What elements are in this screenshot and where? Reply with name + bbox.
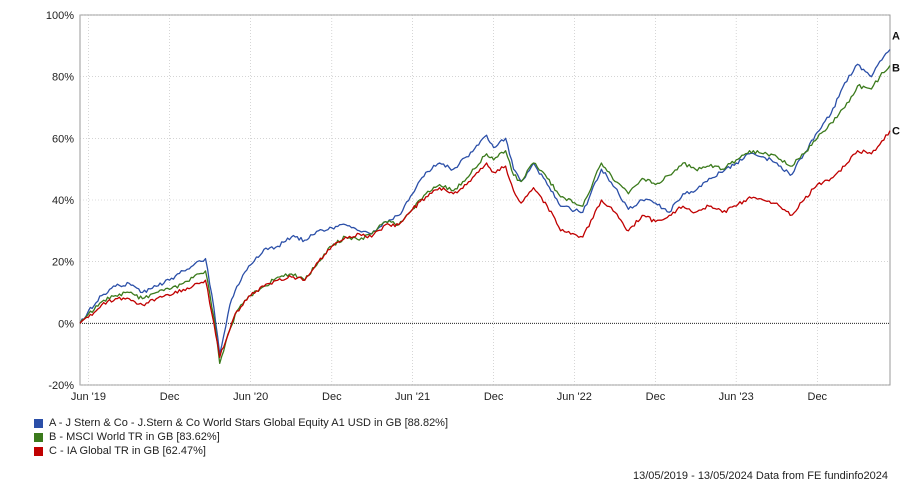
- x-tick-label: Jun '20: [233, 391, 268, 403]
- grid-layer: [79, 14, 891, 386]
- y-tick-label: 40%: [52, 195, 74, 207]
- x-tick-label: Jun '22: [557, 391, 592, 403]
- legend-label-c: C - IA Global TR in GB [62.47%]: [49, 445, 206, 457]
- y-tick-label: 100%: [46, 10, 74, 22]
- legend-swatch-a: [34, 418, 43, 428]
- legend-label-a: A - J Stern & Co - J.Stern & Co World St…: [49, 417, 449, 429]
- y-tick-label: 60%: [52, 133, 74, 145]
- series-line-a: [79, 49, 891, 355]
- y-tick-label: 80%: [52, 72, 74, 84]
- legend-item-b: B - MSCI World TR in GB [83.62%]: [34, 430, 448, 444]
- y-tick-label: 20%: [52, 257, 74, 269]
- x-tick-label: Jun '19: [71, 391, 106, 403]
- series-line-c: [79, 130, 891, 358]
- label-layer: A B C: [892, 30, 900, 137]
- y-tick-label: -20%: [48, 380, 74, 392]
- legend-swatch-c: [34, 446, 43, 456]
- x-tick-label: Dec: [808, 391, 828, 403]
- series-layer: [79, 49, 891, 365]
- x-tick-label: Jun '21: [395, 391, 430, 403]
- series-end-label-c: C: [892, 126, 900, 138]
- series-end-label-b: B: [892, 63, 900, 75]
- y-tick-label: 0%: [58, 318, 74, 330]
- x-tick-label: Dec: [484, 391, 504, 403]
- x-tick-label: Jun '23: [719, 391, 754, 403]
- data-source-footer: 13/05/2019 - 13/05/2024 Data from FE fun…: [632, 470, 888, 482]
- legend-swatch-b: [34, 432, 43, 442]
- legend: A - J Stern & Co - J.Stern & Co World St…: [34, 416, 448, 458]
- x-tick-label: Dec: [646, 391, 666, 403]
- series-end-label-a: A: [892, 30, 900, 42]
- legend-label-b: B - MSCI World TR in GB [83.62%]: [49, 431, 220, 443]
- legend-item-a: A - J Stern & Co - J.Stern & Co World St…: [34, 416, 448, 430]
- x-tick-label: Dec: [160, 391, 180, 403]
- performance-chart: -20% 0% 20% 40% 60% 80% 100% Jun '19 Dec Jun '20 D…: [46, 10, 900, 403]
- legend-item-c: C - IA Global TR in GB [62.47%]: [34, 444, 448, 458]
- series-line-b: [79, 65, 891, 365]
- axis-layer: -20% 0% 20% 40% 60% 80% 100% Jun '19 Dec Jun '20 D…: [46, 10, 828, 403]
- x-tick-label: Dec: [322, 391, 342, 403]
